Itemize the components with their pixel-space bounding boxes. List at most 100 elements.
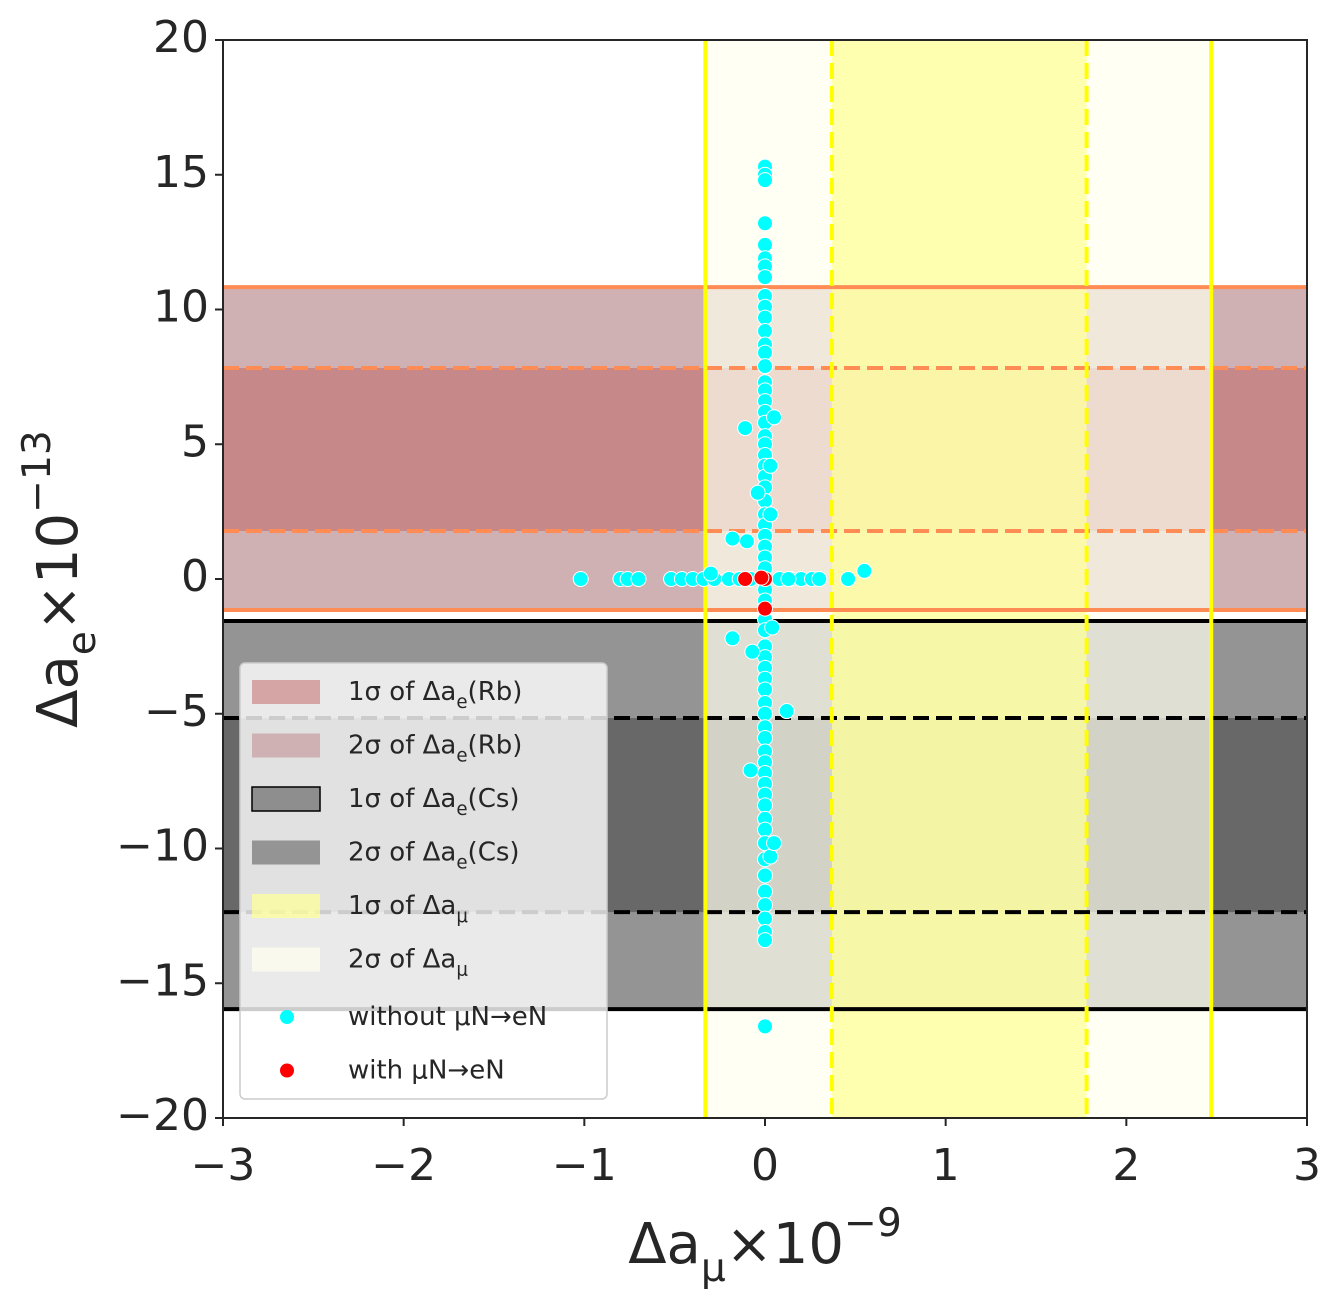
point	[757, 681, 773, 698]
point	[724, 530, 741, 547]
point	[811, 571, 828, 587]
text-part: −2	[371, 1140, 436, 1191]
text-part: μ	[456, 906, 468, 927]
legend-label: 2σ of Δae(Rb)	[348, 730, 522, 766]
point	[762, 457, 779, 474]
legend-patch	[252, 680, 320, 704]
text-part: −13	[15, 430, 60, 513]
text-part: 15	[153, 147, 209, 198]
y-tick-label: −20	[116, 1090, 209, 1141]
text-part: μ	[701, 1246, 726, 1291]
text-part: (Rb)	[468, 677, 523, 707]
text-part: −10	[116, 821, 209, 872]
x-tick-label: −3	[191, 1140, 256, 1191]
text-part: e	[456, 799, 467, 820]
point	[778, 703, 795, 720]
text-part: 3	[1293, 1140, 1321, 1191]
point	[757, 705, 773, 722]
text-part: e	[456, 852, 467, 873]
y-tick-label: 10	[153, 282, 209, 333]
point	[762, 848, 779, 865]
y-tick-label: −10	[116, 821, 209, 872]
x-axis-title: Δaμ×10−9	[628, 1201, 902, 1291]
y-tick-label: 5	[181, 416, 209, 467]
point	[737, 420, 754, 437]
text-part: −20	[116, 1090, 209, 1141]
point	[757, 883, 773, 900]
x-tick-label: 2	[1112, 1140, 1140, 1191]
point	[757, 867, 773, 884]
text-part: ×10	[726, 1212, 844, 1277]
x-tick-label: 1	[932, 1140, 960, 1191]
text-part: 2σ of Δa	[348, 837, 456, 867]
text-part: −15	[116, 955, 209, 1006]
legend-marker	[280, 1063, 294, 1078]
text-part: 1σ of Δa	[348, 784, 456, 814]
text-part: e	[60, 631, 105, 655]
point	[724, 630, 741, 647]
point	[572, 571, 589, 587]
point	[757, 344, 773, 361]
text-part: 10	[153, 282, 209, 333]
legend-patch	[252, 894, 320, 918]
point	[749, 484, 766, 501]
point	[757, 323, 773, 340]
y-axis-title: Δae×10−13	[15, 430, 105, 728]
text-part: 1σ of Δa	[348, 677, 456, 707]
text-part: −9	[844, 1201, 902, 1246]
text-part: μ	[456, 959, 468, 980]
text-part: −3	[191, 1140, 256, 1191]
point	[780, 571, 797, 587]
point	[766, 835, 783, 852]
legend: 1σ of Δae(Rb)2σ of Δae(Rb)1σ of Δae(Cs)2…	[239, 662, 608, 1100]
text-part: Δa	[628, 1212, 701, 1277]
point	[757, 600, 773, 617]
y-tick-label: −15	[116, 955, 209, 1006]
point	[757, 309, 773, 326]
text-part: e	[456, 692, 467, 713]
text-part: ×10	[26, 513, 91, 631]
legend-label: with μN→eN	[348, 1055, 505, 1085]
legend-label: 2σ of Δaμ	[348, 944, 468, 980]
point	[840, 571, 857, 587]
text-part: 2	[1112, 1140, 1140, 1191]
point	[737, 571, 754, 587]
plot-area	[223, 40, 1307, 1118]
y-tick-label: 15	[153, 147, 209, 198]
point	[738, 533, 755, 550]
legend-box	[239, 662, 608, 1100]
x-tick-label: −1	[552, 1140, 617, 1191]
point	[764, 619, 781, 636]
point	[742, 762, 759, 779]
point	[762, 506, 779, 523]
text-part: Δa	[26, 655, 91, 728]
text-part: 2σ of Δa	[348, 730, 456, 760]
text-part: (Cs)	[468, 837, 520, 867]
point	[757, 172, 773, 189]
point	[630, 571, 647, 587]
point	[856, 562, 873, 579]
legend-patch	[252, 733, 320, 758]
point	[757, 236, 773, 253]
text-part: (Rb)	[468, 730, 523, 760]
text-part: 20	[153, 12, 209, 63]
band	[831, 40, 1087, 1118]
point	[744, 643, 761, 660]
text-part: 1σ of Δa	[348, 891, 456, 921]
point	[702, 565, 719, 582]
legend-label: 2σ of Δae(Cs)	[348, 837, 520, 873]
text-part: without μN→eN	[348, 1002, 547, 1032]
text-part: 1	[932, 1140, 960, 1191]
y-tick-label: 0	[181, 551, 209, 602]
x-tick-label: 0	[751, 1140, 779, 1191]
legend-patch	[252, 947, 320, 972]
text-part: −1	[552, 1140, 617, 1191]
point	[753, 569, 770, 586]
legend-label: 1σ of Δae(Rb)	[348, 677, 522, 713]
point	[757, 797, 773, 814]
point	[757, 932, 773, 949]
point	[757, 1018, 773, 1035]
point	[757, 358, 773, 375]
legend-label: 1σ of Δaμ	[348, 891, 468, 927]
